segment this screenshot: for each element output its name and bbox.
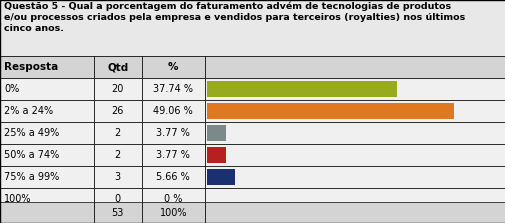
Bar [205,56,505,78]
Bar [93,56,141,78]
Text: 20: 20 [111,84,124,94]
Bar [141,166,205,188]
Bar [0,56,93,78]
Bar [141,78,205,100]
Text: Questão 5 - Qual a porcentagem do faturamento advém de tecnologias de produtos
e: Questão 5 - Qual a porcentagem do fatura… [4,2,465,33]
Bar [0,100,93,122]
Text: 3.77 %: 3.77 % [156,150,190,160]
Bar [141,144,205,166]
Bar [0,166,93,188]
Bar [141,56,205,78]
Bar [207,81,396,97]
Bar [141,202,205,223]
Bar [93,122,141,144]
Text: 2% a 24%: 2% a 24% [4,106,53,116]
Text: 53: 53 [111,207,124,217]
Bar [207,125,226,141]
Text: Resposta: Resposta [4,62,58,72]
Bar [205,202,505,223]
Bar [205,78,505,100]
Bar [207,103,453,119]
Text: 5.66 %: 5.66 % [156,172,190,182]
Bar [205,122,505,144]
Bar [205,188,505,210]
Text: 75% a 99%: 75% a 99% [4,172,59,182]
Bar [141,188,205,210]
Bar [0,122,93,144]
Text: 26: 26 [111,106,124,116]
Bar [93,100,141,122]
Text: 49.06 %: 49.06 % [153,106,193,116]
Text: 0: 0 [114,194,121,204]
Text: 0 %: 0 % [164,194,182,204]
Bar [205,100,505,122]
Bar [0,0,505,56]
Bar [205,166,505,188]
Text: 37.74 %: 37.74 % [153,84,193,94]
Bar [0,144,93,166]
Text: %: % [168,62,178,72]
Text: 3.77 %: 3.77 % [156,128,190,138]
Bar [207,169,235,185]
Text: 25% a 49%: 25% a 49% [4,128,59,138]
Bar [0,202,93,223]
Text: 50% a 74%: 50% a 74% [4,150,59,160]
Bar [141,100,205,122]
Text: 2: 2 [114,128,121,138]
Text: Qtd: Qtd [107,62,128,72]
Text: 100%: 100% [4,194,31,204]
Bar [93,144,141,166]
Bar [0,188,93,210]
Bar [93,202,141,223]
Bar [141,122,205,144]
Bar [205,144,505,166]
Text: 3: 3 [114,172,121,182]
Bar [93,78,141,100]
Bar [93,188,141,210]
Text: 2: 2 [114,150,121,160]
Text: 0%: 0% [4,84,19,94]
Bar [207,147,226,163]
Bar [0,78,93,100]
Text: 100%: 100% [159,207,187,217]
Bar [93,166,141,188]
